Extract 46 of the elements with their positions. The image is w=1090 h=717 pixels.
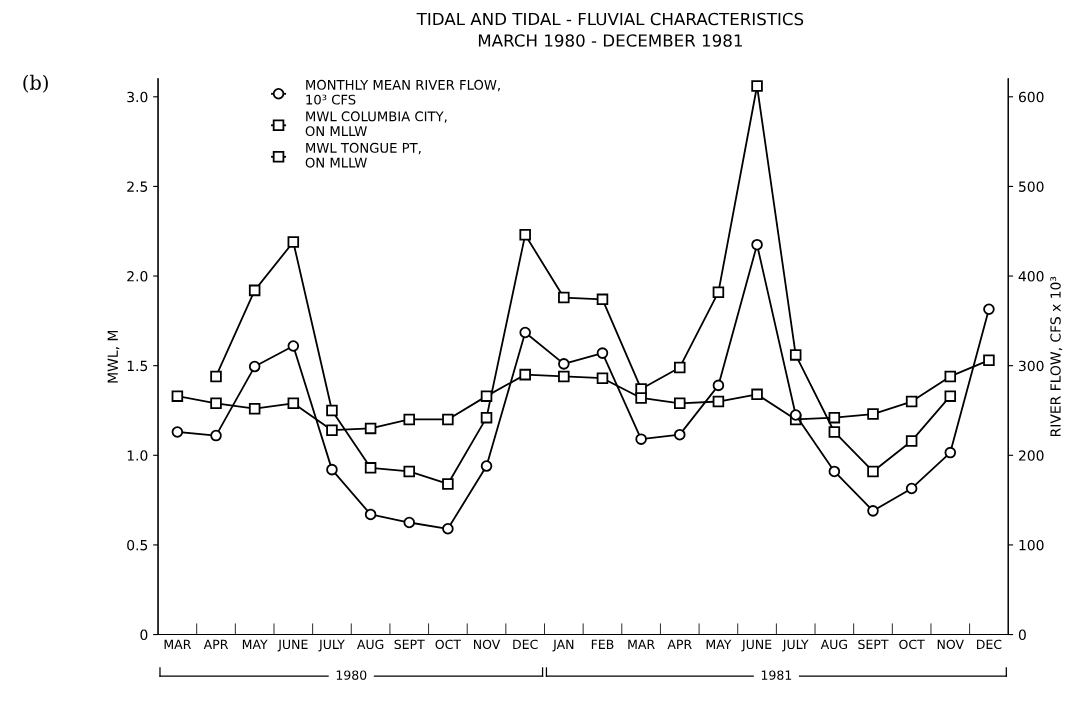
y2-tick-label: 600	[1018, 91, 1044, 103]
x-tick-label: JULY	[318, 639, 345, 652]
y-tick-label: 3.0	[127, 91, 148, 103]
y-tick-label: 0	[140, 629, 148, 641]
x-tick-label: APR	[667, 639, 692, 649]
y-tick-label: 0.5	[127, 539, 148, 551]
x-tick-label: OCT	[899, 639, 925, 650]
x-tick-label: JULY	[782, 639, 809, 652]
text: (b)	[23, 74, 48, 93]
text: 1980	[336, 670, 367, 680]
x-tick-label: AUG	[820, 639, 848, 650]
legend-label: MWL COLUMBIA CITY, ON MLLW	[305, 111, 447, 137]
chart-title: TIDAL AND TIDAL - FLUVIAL CHARACTERISTICS	[416, 12, 804, 26]
y2-axis-title: RIVER FLOW, CFS x 10³	[1050, 276, 1063, 437]
x-tick-label: MAY	[242, 639, 268, 649]
y2-tick-label: 500	[1019, 181, 1044, 192]
x-tick-label: SEPT	[394, 639, 425, 650]
x-tick-label: OCT	[435, 639, 462, 650]
x-tick-label: JAN	[552, 639, 574, 652]
x-tick-label: JUNE	[741, 639, 772, 652]
y-tick-label: 2.5	[127, 181, 148, 192]
legend-label: MWL TONGUE PT, ON MLLW	[305, 142, 421, 168]
y2-tick-label: 400	[1018, 271, 1044, 282]
x-tick-label: FEB	[591, 639, 614, 649]
x-tick-label: MAR	[628, 639, 655, 649]
x-tick-label: DEC	[977, 639, 1002, 650]
chart-subtitle: MARCH 1980 - DECEMBER 1981	[478, 34, 742, 47]
x-tick-label: MAR	[164, 639, 192, 649]
x-tick-label: DEC	[513, 639, 538, 650]
y-tick-label: 1.5	[127, 360, 148, 372]
legend-label: MONTHLY MEAN RIVER FLOW, 10³ CFS	[306, 79, 500, 105]
x-tick-label: AUG	[357, 639, 384, 650]
x-tick-label: NOV	[474, 639, 501, 650]
y-tick-label: 1.0	[127, 450, 148, 461]
y-tick-label: 2.0	[127, 271, 148, 282]
x-tick-label: JUNE	[277, 639, 308, 652]
text: 1981	[761, 670, 792, 680]
y2-tick-label: 200	[1018, 450, 1044, 461]
y-axis-title: MWL, M	[107, 330, 120, 383]
x-tick-label: MAY	[706, 639, 732, 649]
y2-tick-label: 0	[1018, 629, 1026, 641]
x-tick-label: NOV	[937, 639, 964, 650]
x-tick-label: SEPT	[858, 639, 889, 650]
y2-tick-label: 300	[1019, 360, 1044, 372]
x-tick-label: APR	[203, 639, 229, 649]
y2-tick-label: 100	[1019, 539, 1044, 551]
